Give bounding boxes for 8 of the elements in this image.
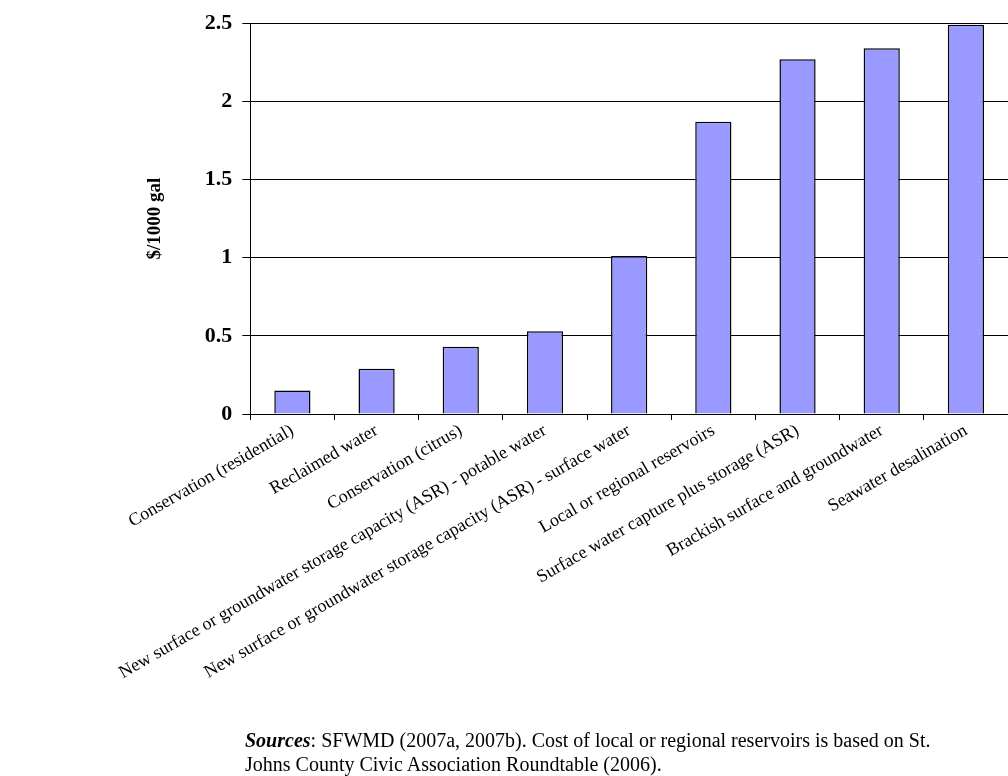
y-tick-label: 2 [221, 87, 233, 113]
y-tick-label: 2.5 [204, 8, 233, 34]
y-tick-label: 1.5 [204, 165, 233, 191]
y-tick-label: 0.5 [204, 321, 233, 347]
y-tick-label: 0 [221, 399, 233, 425]
y-axis-title: $/1000 gal [143, 177, 165, 260]
source-note: Sources: SFWMD (2007a, 2007b). Cost of local or regional reservoirs is based on St. Johns County Civic Association Roundtable (2006). [245, 728, 932, 776]
y-tick-label: 1 [221, 243, 233, 269]
